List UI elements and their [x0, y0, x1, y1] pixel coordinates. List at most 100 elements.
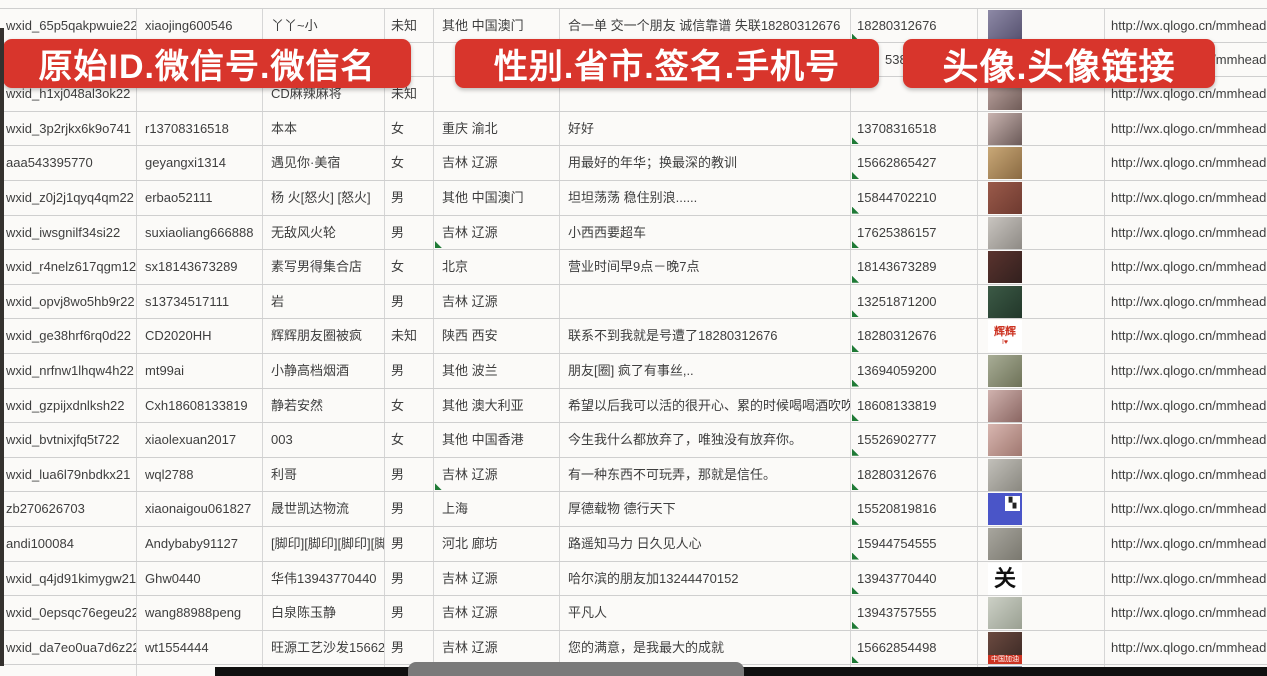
cell-signature[interactable]: 您的满意，是我最大的成就 — [560, 630, 851, 665]
cell-wxid[interactable]: wxid_0epsqc76egeu22 — [0, 596, 137, 630]
cell-account[interactable]: mt99ai — [137, 353, 263, 388]
cell-region[interactable]: 其他 中国澳门 — [434, 180, 560, 215]
cell-signature[interactable]: 厚德载物 德行天下 — [560, 492, 851, 526]
cell-phone[interactable]: 15526902777 — [851, 423, 978, 457]
cell-signature[interactable]: 小西西要超车 — [560, 215, 851, 250]
cell-link[interactable]: http://wx.qlogo.cn/mmhead — [1111, 362, 1267, 378]
cell-wxid[interactable]: wxid_lua6l79nbdkx21 — [0, 457, 137, 492]
cell-avatar[interactable] — [978, 250, 1105, 284]
cell-region[interactable]: 吉林 辽源 — [434, 561, 560, 596]
avatar-image[interactable] — [988, 251, 1022, 284]
cell-link[interactable]: http://wx.qlogo.cn/mmhead — [1111, 120, 1267, 136]
cell-signature[interactable]: 联系不到我就是号遭了18280312676 — [560, 319, 851, 353]
cell-signature[interactable]: 好好 — [560, 111, 851, 146]
cell-region[interactable]: 吉林 辽源 — [434, 457, 560, 492]
cell-name[interactable]: 晟世凯达物流 — [263, 492, 385, 526]
cell-region[interactable]: 吉林 辽源 — [434, 146, 560, 180]
cell-name[interactable]: 静若安然 — [263, 388, 385, 423]
cell-signature[interactable] — [560, 77, 851, 111]
cell-phone[interactable]: 18280312676 — [851, 457, 978, 492]
avatar-image[interactable] — [988, 527, 1022, 560]
cell-link[interactable]: http://wx.qlogo.cn/mmhead — [1111, 501, 1267, 517]
cell-gender[interactable]: 男 — [385, 492, 434, 526]
cell-phone[interactable]: 15662854498 — [851, 630, 978, 665]
cell-link[interactable]: http://wx.qlogo.cn/mmhead — [1111, 328, 1267, 344]
cell-phone[interactable]: 13708316518 — [851, 111, 978, 146]
cell-signature[interactable]: 有一种东西不可玩弄，那就是信任。 — [560, 457, 851, 492]
cell-avatar[interactable] — [978, 284, 1105, 319]
cell-region[interactable]: 重庆 渝北 — [434, 111, 560, 146]
cell-account[interactable]: Andybaby91127 — [137, 526, 263, 561]
cell-gender[interactable]: 女 — [385, 250, 434, 284]
cell-gender[interactable] — [385, 42, 434, 77]
cell-account[interactable]: Ghw0440 — [137, 561, 263, 596]
cell-name[interactable]: 丫丫~小 — [263, 9, 385, 42]
avatar-image[interactable] — [988, 216, 1022, 249]
avatar-image[interactable] — [988, 285, 1022, 318]
cell-phone[interactable]: 15844702210 — [851, 180, 978, 215]
cell-account[interactable]: erbao52111 — [137, 180, 263, 215]
cell-region[interactable]: 上海 — [434, 492, 560, 526]
cell-account[interactable]: wt1554444 — [137, 630, 263, 665]
cell-wxid[interactable]: wxid_3p2rjkx6k9o741 — [0, 111, 137, 146]
cell-avatar[interactable] — [978, 215, 1105, 250]
cell-region[interactable]: 河北 廊坊 — [434, 526, 560, 561]
avatar-image[interactable] — [988, 424, 1022, 457]
cell-gender[interactable]: 未知 — [385, 9, 434, 42]
avatar-image[interactable] — [988, 389, 1022, 422]
cell-name[interactable]: 旺源工艺沙发15662854 — [263, 630, 385, 665]
cell-avatar[interactable] — [978, 388, 1105, 423]
cell-wxid[interactable]: wxid_bvtnixjfq5t722 — [0, 423, 137, 457]
cell-signature[interactable]: 平凡人 — [560, 596, 851, 630]
cell-avatar[interactable] — [978, 180, 1105, 215]
cell-wxid[interactable]: zb270626703 — [0, 492, 137, 526]
cell-gender[interactable]: 男 — [385, 284, 434, 319]
cell-phone[interactable]: 15662865427 — [851, 146, 978, 180]
cell-signature[interactable]: 合一单 交一个朋友 诚信靠谱 失联18280312676 — [560, 9, 851, 42]
cell-avatar[interactable]: 关 — [978, 561, 1105, 596]
cell-gender[interactable]: 女 — [385, 388, 434, 423]
cell-account[interactable]: Cxh18608133819 — [137, 388, 263, 423]
cell-phone[interactable]: 13251871200 — [851, 284, 978, 319]
cell-name[interactable]: [脚印][脚印][脚印][脚印] — [263, 526, 385, 561]
cell-signature[interactable]: 坦坦荡荡 稳住别浪...... — [560, 180, 851, 215]
avatar-image[interactable]: ▚ — [988, 493, 1022, 526]
cell-gender[interactable]: 未知 — [385, 319, 434, 353]
cell-signature[interactable] — [560, 284, 851, 319]
cell-signature[interactable]: 哈尔滨的朋友加13244470152 — [560, 561, 851, 596]
cell-avatar[interactable] — [978, 457, 1105, 492]
avatar-image[interactable]: 关 — [988, 562, 1022, 595]
cell-phone[interactable]: 18280312676 — [851, 9, 978, 42]
cell-link[interactable]: http://wx.qlogo.cn/mmhead — [1111, 639, 1267, 655]
cell-name[interactable]: 本本 — [263, 111, 385, 146]
cell-signature[interactable]: 今生我什么都放弃了，唯独没有放弃你。 — [560, 423, 851, 457]
cell-gender[interactable]: 男 — [385, 596, 434, 630]
cell-signature[interactable]: 朋友[圈] 疯了有事丝,.. — [560, 353, 851, 388]
cell-name[interactable]: 无敌风火轮 — [263, 215, 385, 250]
cell-region[interactable] — [434, 77, 560, 111]
cell-wxid[interactable]: wxid_65p5qakpwuie22 — [0, 9, 137, 42]
cell-wxid[interactable]: wxid_da7eo0ua7d6z22 — [0, 630, 137, 665]
cell-link[interactable]: http://wx.qlogo.cn/mmhead — [1111, 259, 1267, 275]
cell-link[interactable]: http://wx.qlogo.cn/mmhead — [1111, 155, 1267, 171]
cell-wxid[interactable]: wxid_z0j2j1qyq4qm22 — [0, 180, 137, 215]
cell-region[interactable]: 其他 中国澳门 — [434, 9, 560, 42]
cell-avatar[interactable] — [978, 9, 1105, 42]
cell-phone[interactable] — [851, 77, 978, 111]
cell-account[interactable]: wang88988peng — [137, 596, 263, 630]
cell-signature[interactable]: 用最好的年华；换最深的教训 — [560, 146, 851, 180]
cell-account[interactable] — [137, 77, 263, 111]
cell-phone[interactable]: 18608133819 — [851, 388, 978, 423]
avatar-image[interactable] — [988, 112, 1022, 145]
cell-account[interactable]: sx18143673289 — [137, 250, 263, 284]
cell-avatar[interactable] — [978, 111, 1105, 146]
cell-link[interactable]: http://wx.qlogo.cn/mmhead — [1111, 18, 1267, 33]
cell-region[interactable]: 北京 — [434, 250, 560, 284]
cell-wxid[interactable] — [0, 665, 137, 676]
cell-account[interactable]: xiaonaigou061827 — [137, 492, 263, 526]
cell-phone[interactable]: 18143673289 — [851, 250, 978, 284]
cell-wxid[interactable]: wxid_q4jd91kimygw21 — [0, 561, 137, 596]
cell-name[interactable]: 利哥 — [263, 457, 385, 492]
cell-account[interactable]: xiaojing600546 — [137, 9, 263, 42]
cell-region[interactable]: 吉林 辽源 — [434, 284, 560, 319]
